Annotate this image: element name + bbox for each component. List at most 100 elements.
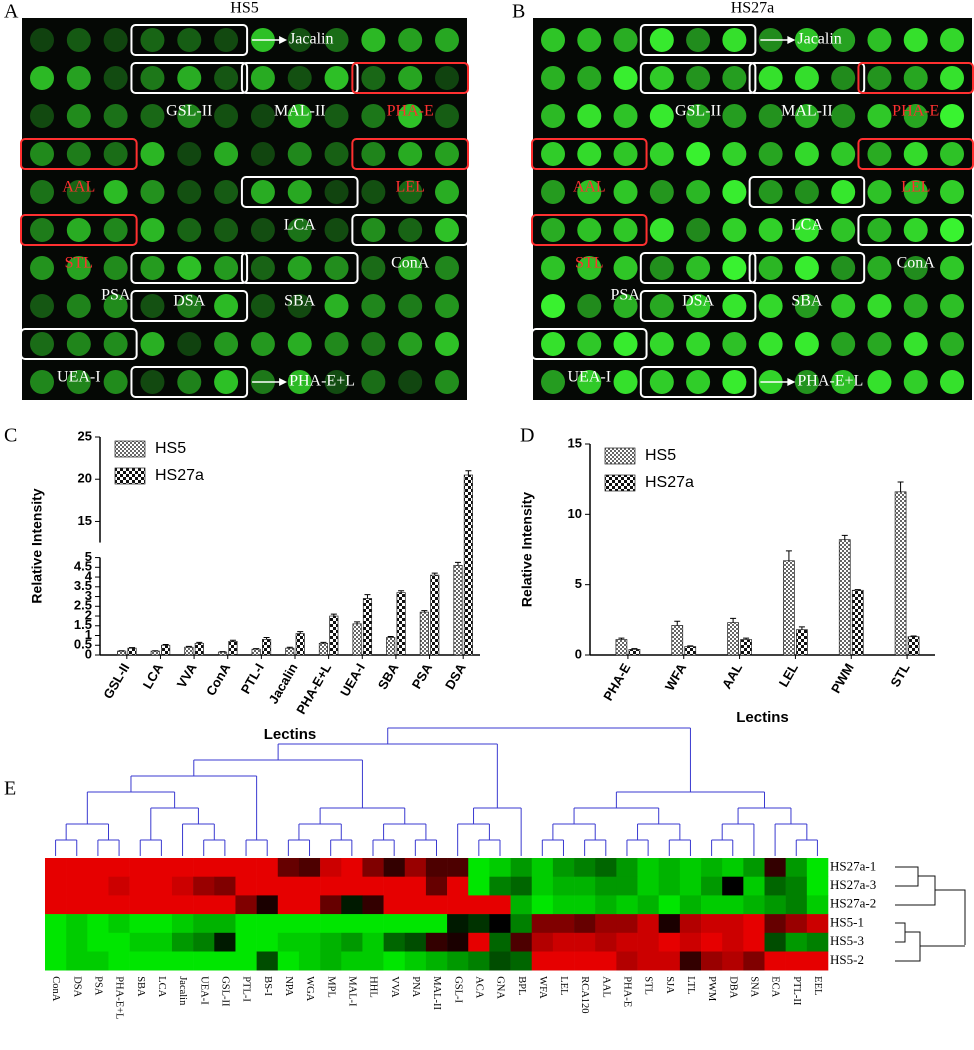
- spot: [867, 332, 892, 356]
- heatmap-cell: [108, 876, 130, 896]
- spot: [324, 180, 349, 204]
- heatmap-cell: [806, 895, 829, 915]
- bar: [907, 636, 920, 656]
- heatmap-cell: [129, 858, 152, 877]
- heatmap-cell: [87, 932, 109, 952]
- heatmap-cell: [616, 914, 638, 934]
- heatmap-cell: [298, 932, 321, 952]
- heatmap-cell: [66, 876, 88, 896]
- heatmap-cell: [595, 914, 617, 934]
- spot: [758, 180, 783, 204]
- heatmap-cell: [574, 858, 596, 877]
- spot: [324, 256, 349, 280]
- x-tick-label: GSL-II: [100, 661, 132, 702]
- spot: [30, 294, 54, 318]
- heatmap-cell: [722, 858, 744, 877]
- spot: [214, 370, 239, 394]
- spot: [867, 218, 892, 242]
- heatmap-cell: [150, 914, 173, 934]
- spot: [250, 294, 275, 318]
- heatmap-cell: [404, 895, 427, 915]
- heatmap-cell: [489, 951, 511, 971]
- y-tick-label: 2.5: [74, 598, 92, 613]
- spot: [214, 104, 239, 128]
- heatmap-cell: [447, 914, 469, 934]
- spot: [613, 104, 638, 128]
- array-label: UEA-I: [57, 369, 101, 386]
- column-label: SBA: [135, 976, 146, 997]
- column-label: RCA120: [579, 976, 590, 1013]
- spot: [435, 294, 459, 318]
- array-image: [22, 18, 467, 400]
- heatmap-cell: [616, 895, 638, 915]
- spot: [103, 142, 128, 166]
- error-bar: [320, 641, 327, 644]
- spot: [940, 180, 964, 204]
- spot: [214, 332, 239, 356]
- spot: [214, 256, 239, 280]
- heatmap-cell: [531, 876, 554, 896]
- heatmap-cell: [256, 895, 279, 915]
- heatmap-cell: [785, 914, 808, 934]
- heatmap-cell: [362, 858, 384, 877]
- spot: [177, 294, 202, 318]
- heatmap-cell: [701, 858, 723, 877]
- spot: [831, 332, 856, 356]
- spot: [541, 180, 565, 204]
- spot: [541, 104, 565, 128]
- heatmap-cell: [108, 914, 130, 934]
- column-label: GNA: [495, 976, 506, 999]
- spot: [324, 28, 349, 52]
- heatmap-cell: [679, 951, 702, 971]
- spot: [103, 66, 128, 90]
- heatmap-cell: [701, 914, 723, 934]
- legend-label: HS27a: [155, 467, 204, 484]
- heatmap-cell: [658, 951, 681, 971]
- heatmap-cell: [785, 895, 808, 915]
- bar: [329, 615, 339, 656]
- spot: [722, 180, 747, 204]
- spot: [103, 218, 128, 242]
- spot: [758, 218, 783, 242]
- heatmap-cell: [595, 876, 617, 896]
- highlight-box: [351, 214, 470, 246]
- spot: [940, 28, 964, 52]
- heatmap-cell: [447, 895, 469, 915]
- panel-letter: E: [4, 778, 16, 800]
- spot: [541, 294, 565, 318]
- spot: [541, 66, 565, 90]
- heatmap-cell: [45, 876, 67, 896]
- spot: [30, 180, 54, 204]
- heatmap-cell: [235, 914, 257, 934]
- spot: [867, 28, 892, 52]
- spot: [686, 256, 711, 280]
- error-bar: [398, 590, 405, 593]
- x-tick-label: PWM: [828, 661, 857, 696]
- heatmap-cell: [595, 951, 617, 971]
- spot: [140, 104, 165, 128]
- heatmap-cell: [45, 895, 67, 915]
- heatmap-cell: [129, 932, 152, 952]
- heatmap-cell: [574, 895, 596, 915]
- column-label: ACA: [473, 976, 484, 999]
- spot: [361, 142, 386, 166]
- spot: [324, 370, 349, 394]
- spot: [250, 142, 275, 166]
- heatmap-cell: [510, 876, 533, 896]
- array-label: GSL-II: [675, 103, 721, 120]
- heatmap-cell: [45, 914, 67, 934]
- spot: [903, 294, 928, 318]
- heatmap-cell: [383, 895, 406, 915]
- x-tick-label: LEL: [776, 661, 801, 690]
- array-label: UEA-I: [567, 369, 611, 386]
- array-label: DSA: [173, 293, 205, 310]
- spot: [66, 294, 91, 318]
- heatmap-cell: [468, 932, 490, 952]
- bar: [127, 647, 137, 656]
- spot: [831, 104, 856, 128]
- spot: [361, 370, 386, 394]
- spot: [66, 28, 91, 52]
- heatmap-cell: [637, 895, 660, 915]
- heatmap-cell: [150, 895, 173, 915]
